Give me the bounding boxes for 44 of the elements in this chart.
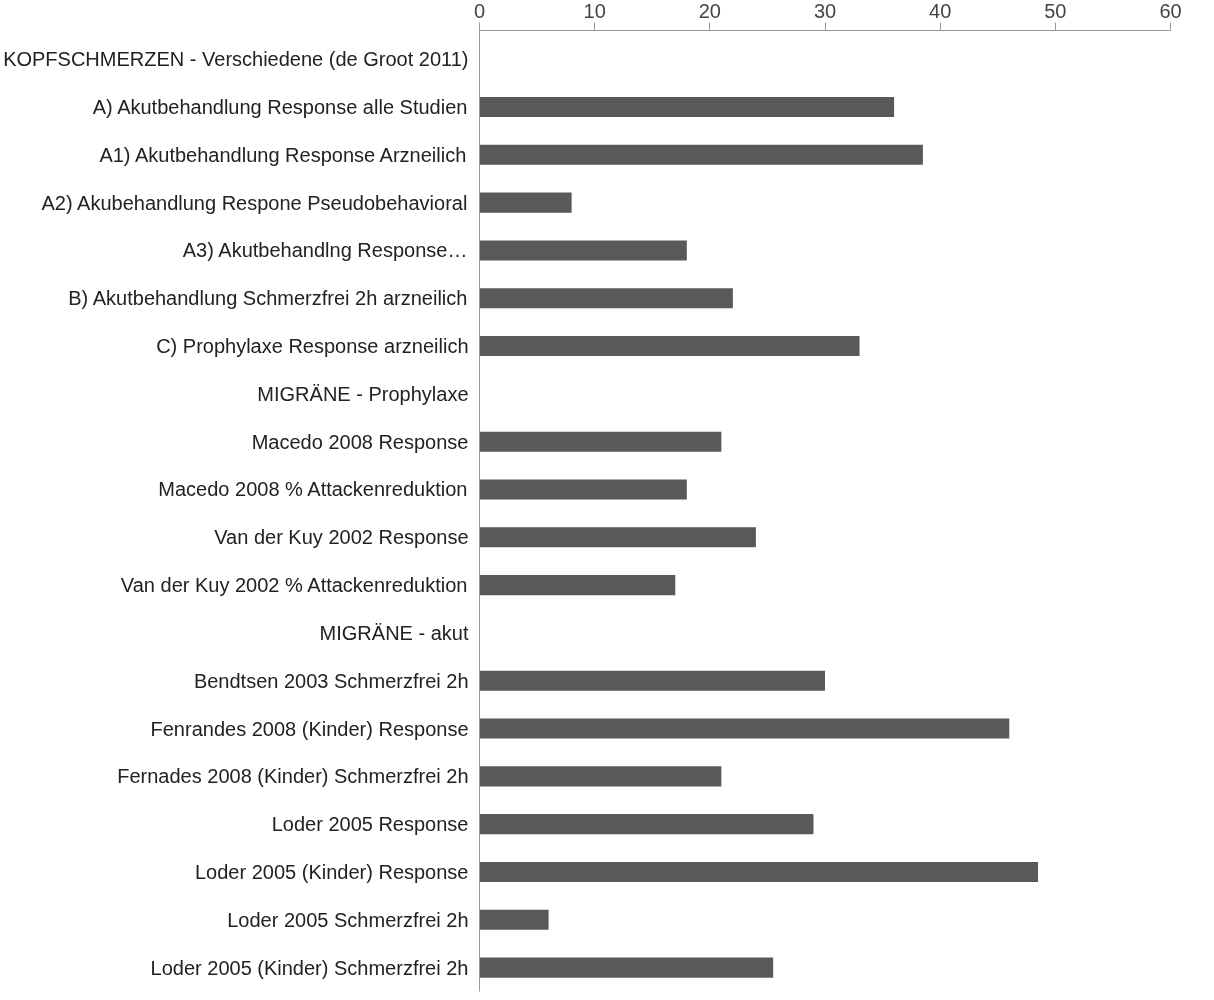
y-tick-label: Van der Kuy 2002 % Attackenreduktion xyxy=(120,574,468,597)
x-tick-label: 30 xyxy=(813,0,837,22)
y-tick-label: A2) Akubehandlung Respone Pseudobehavioral xyxy=(41,191,468,214)
bar xyxy=(479,336,860,357)
x-tick-label: 0 xyxy=(473,0,486,22)
y-tick-label: MIGRÄNE - akut xyxy=(319,621,469,644)
bar xyxy=(479,192,572,213)
bar xyxy=(479,814,814,835)
y-tick-label: KOPFSCHMERZEN - Verschiedene (de Groot 2011) xyxy=(3,48,469,71)
bar xyxy=(479,479,687,500)
bar xyxy=(479,288,733,309)
x-tick-label: 20 xyxy=(698,0,721,22)
bar xyxy=(479,861,1039,883)
y-tick-label: A) Akutbehandlung Response alle Studien xyxy=(92,96,468,118)
bar xyxy=(479,957,774,978)
y-tick-label: Loder 2005 (Kinder) Response xyxy=(194,860,469,883)
y-tick-label: B) Akutbehandlung Schmerzfrei 2h arzneilich xyxy=(68,287,468,310)
x-tick-label: 10 xyxy=(583,0,606,22)
y-tick-label: Loder 2005 Schmerzfrei 2h xyxy=(227,908,469,931)
bar xyxy=(479,144,923,165)
x-tick-label: 50 xyxy=(1044,0,1067,22)
x-tick-label: 60 xyxy=(1159,0,1182,22)
y-tick-label: A3) Akutbehandlng Response… xyxy=(182,239,468,262)
bar xyxy=(479,766,722,787)
bar xyxy=(479,431,722,452)
y-tick-label: Van der Kuy 2002 Response xyxy=(214,526,469,549)
y-tick-label: Loder 2005 Response xyxy=(271,813,469,836)
bar xyxy=(479,240,687,261)
y-tick-label: Bendtsen 2003 Schmerzfrei 2h xyxy=(193,669,469,692)
y-tick-label: MIGRÄNE - Prophylaxe xyxy=(257,382,469,405)
y-tick-label: C) Prophylaxe Response arzneilich xyxy=(156,335,469,358)
bar xyxy=(479,96,895,118)
y-tick-label: Macedo 2008 Response xyxy=(251,430,469,453)
y-tick-label: Macedo 2008 % Attackenreduktion xyxy=(158,478,468,501)
y-tick-label: Loder 2005 (Kinder) Schmerzfrei 2h xyxy=(150,956,469,979)
y-tick-label: Fernades 2008 (Kinder) Schmerzfrei 2h xyxy=(117,765,469,788)
bar xyxy=(479,670,825,691)
x-tick-label: 40 xyxy=(929,0,952,22)
bar xyxy=(479,527,756,548)
bar xyxy=(479,718,1010,739)
y-tick-label: A1) Akutbehandlung Response Arzneilich xyxy=(99,143,467,166)
y-tick-label: Fenrandes 2008 (Kinder) Response xyxy=(150,717,469,740)
bar xyxy=(479,575,676,596)
bar xyxy=(479,909,549,930)
